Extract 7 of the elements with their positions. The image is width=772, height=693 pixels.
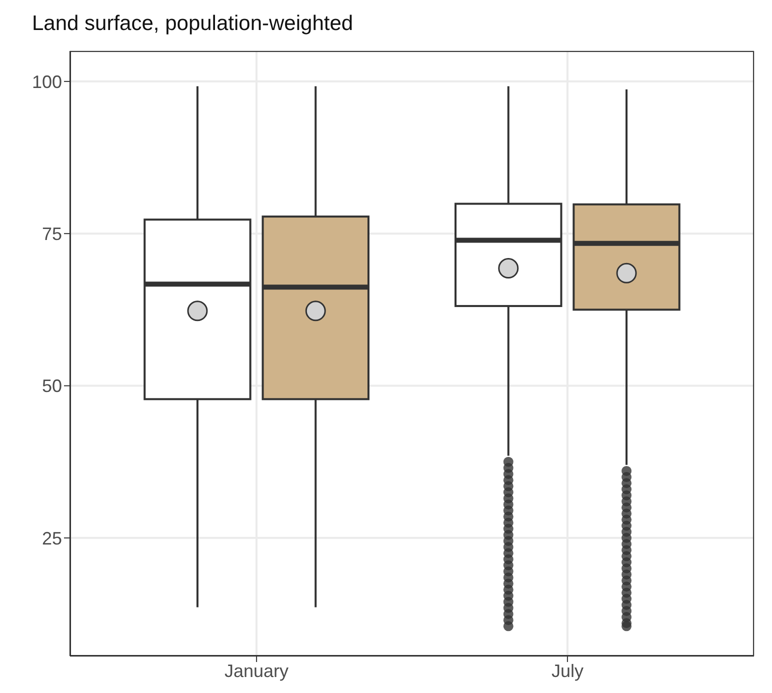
x-tick-label: July	[551, 660, 584, 681]
y-tick-label: 75	[42, 224, 62, 244]
x-tick-label: January	[224, 660, 289, 681]
y-tick-label: 50	[42, 376, 62, 396]
chart-title: Land surface, population-weighted	[31, 11, 354, 37]
y-tick-label: 25	[42, 528, 62, 548]
y-tick-label: 100	[32, 72, 62, 92]
